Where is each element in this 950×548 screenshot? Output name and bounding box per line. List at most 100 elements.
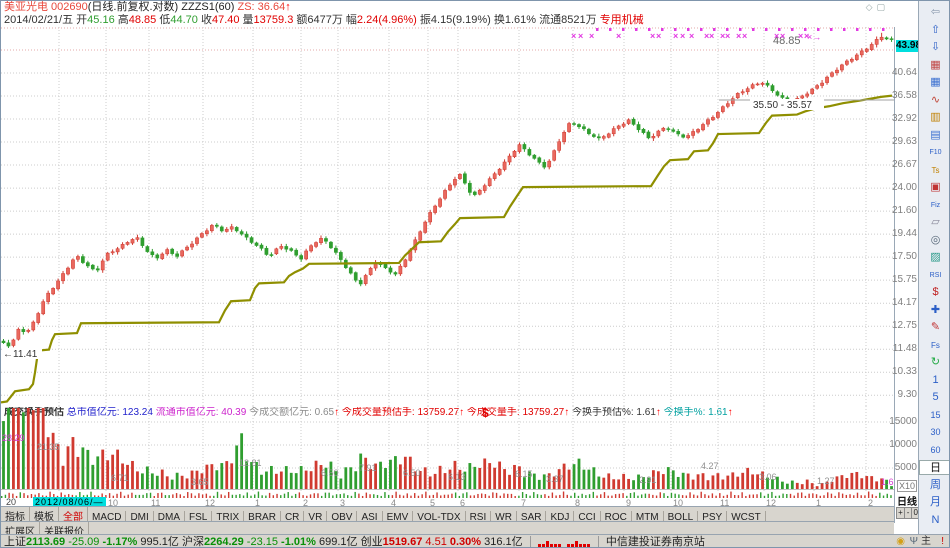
date-axis-prefix: 20 xyxy=(6,497,17,507)
indicator-tab-psy[interactable]: PSY xyxy=(698,511,728,522)
indicator-tab-emv[interactable]: EMV xyxy=(383,511,414,522)
svg-text:6.50: 6.50 xyxy=(403,468,421,478)
up-arrow-icon[interactable]: ⇧ xyxy=(930,23,941,36)
period-1-button[interactable]: 1 xyxy=(932,373,939,386)
red-block-icon[interactable]: ▣ xyxy=(930,181,941,193)
period-15-button[interactable]: 15 xyxy=(930,409,941,420)
month-tick-label: 1 xyxy=(255,498,261,508)
svg-text:×→: ×→ xyxy=(807,32,821,42)
photo-icon[interactable]: ▱ xyxy=(931,216,940,228)
status-bar: 上证2113.69 -25.09 -1.17% 995.1亿 沪深2264.29… xyxy=(1,534,949,547)
svg-text:6.50: 6.50 xyxy=(321,468,339,478)
period-week-button[interactable]: 周 xyxy=(930,478,941,491)
alert-icon: ! xyxy=(941,536,944,547)
volume-axis-label: 15000 xyxy=(889,416,917,427)
indicator-tab-wr[interactable]: WR xyxy=(491,511,517,522)
signal-strength-icon xyxy=(537,536,591,547)
rsi-icon[interactable]: RSI xyxy=(929,271,942,279)
indicator-tab-brar[interactable]: BRAR xyxy=(244,511,281,522)
price-axis-label: 10.33 xyxy=(891,366,917,378)
svg-text:4.27: 4.27 xyxy=(701,461,719,471)
down-arrow-icon[interactable]: ⇩ xyxy=(930,41,941,53)
svg-text:×: × xyxy=(650,31,655,41)
month-tick-label: 6 xyxy=(460,498,466,508)
indicator-tab-roc[interactable]: ROC xyxy=(601,511,632,522)
date-axis: 20 2012/08/06/— 10 11 12 1 2 3 4 5 6 7 8 9 10 11 12 1 2 xyxy=(1,497,894,508)
indicator-tab-cci[interactable]: CCI xyxy=(574,511,601,522)
month-tick-label: 5 xyxy=(430,498,436,508)
line-chart-icon[interactable]: ∿ xyxy=(930,93,941,106)
start-date-highlight: 2012/08/06/— xyxy=(33,497,106,507)
indicator-tab-rsi[interactable]: RSI xyxy=(466,511,492,522)
svg-text:×: × xyxy=(616,31,621,41)
tab-2[interactable]: 全部 xyxy=(59,507,88,522)
indicator-tab-mtm[interactable]: MTM xyxy=(632,511,664,522)
kline-icon[interactable]: ▥ xyxy=(930,111,941,123)
period-30-button[interactable]: 30 xyxy=(930,427,941,437)
svg-text:21.35: 21.35 xyxy=(37,442,60,452)
refresh-icon[interactable]: ↻ xyxy=(930,356,941,368)
indicator-tab-asi[interactable]: ASI xyxy=(357,511,383,522)
draw-icon[interactable]: ✎ xyxy=(930,321,941,333)
svg-text:×: × xyxy=(742,31,747,41)
quote-grid-icon[interactable]: ▦ xyxy=(930,58,941,71)
svg-text:×: × xyxy=(571,31,576,41)
volume-pane[interactable]: 28.29 21.35 6.71 3.65 12.81 6.50 7.91 6.50 6.13 6… xyxy=(1,406,894,491)
svg-text:28.29: 28.29 xyxy=(2,433,25,443)
period-day-button[interactable]: 日 xyxy=(919,460,949,475)
antenna-icon: Ψ xyxy=(909,536,918,547)
current-price-box: 43.98 xyxy=(896,40,922,52)
float-window-icon[interactable]: ◇ xyxy=(865,2,873,12)
ts-icon[interactable]: Ts xyxy=(931,165,940,175)
indicator-tab-cr[interactable]: CR xyxy=(281,511,305,522)
indicator-tab-obv[interactable]: OBV xyxy=(327,511,358,522)
indicator-tab-fsl[interactable]: FSL xyxy=(185,511,213,522)
price-axis-label: 26.67 xyxy=(891,159,917,171)
indicator-tab-trix[interactable]: TRIX xyxy=(212,511,245,522)
indicator-tab-macd[interactable]: MACD xyxy=(88,511,127,522)
month-tick-label: 9 xyxy=(626,498,632,508)
month-tick-label: 10 xyxy=(108,498,119,508)
indicator-tab-dmi[interactable]: DMI xyxy=(126,511,154,522)
svg-text:×: × xyxy=(798,31,803,41)
tab-row2-0[interactable]: 扩展区 xyxy=(1,522,40,535)
list-icon[interactable]: ▤ xyxy=(930,128,941,141)
price-axis-label: 24.00 xyxy=(891,182,917,194)
month-tick-label: 2 xyxy=(868,498,874,508)
indicator-tab-sar[interactable]: SAR xyxy=(517,511,547,522)
indicator-tab-kdj[interactable]: KDJ xyxy=(546,511,575,522)
period-5-button[interactable]: 5 xyxy=(932,391,939,403)
svg-text:12.81: 12.81 xyxy=(239,458,262,468)
indicator-tab-vr[interactable]: VR xyxy=(304,511,328,522)
money-icon[interactable]: $ xyxy=(932,286,939,298)
tab-1[interactable]: 模板 xyxy=(30,507,59,522)
svg-text:7.91: 7.91 xyxy=(359,463,377,473)
indicator-tab-vol-tdx[interactable]: VOL-TDX xyxy=(413,511,466,522)
magnifier-icon[interactable]: ◎ xyxy=(930,233,941,246)
window-controls[interactable]: ◇ ▢ xyxy=(862,2,885,12)
period-month-button[interactable]: 月 xyxy=(930,496,941,508)
fiz-icon[interactable]: Fiz xyxy=(930,201,941,209)
period-n-button[interactable]: N xyxy=(931,513,940,526)
volume-axis-label: 5000 xyxy=(894,462,917,473)
fs-icon[interactable]: Fs xyxy=(931,340,940,350)
tab-0[interactable]: 指标 xyxy=(1,507,30,522)
area-chart-icon[interactable]: ▨ xyxy=(930,251,941,263)
period-60-button[interactable]: 60 xyxy=(930,444,941,455)
table-icon[interactable]: ▦ xyxy=(930,76,941,88)
price-axis-label: 17.50 xyxy=(891,251,917,263)
month-tick-label: 3 xyxy=(340,498,346,508)
tab-row2-1[interactable]: 关联报价 xyxy=(40,522,89,535)
indicator-tab-boll[interactable]: BOLL xyxy=(664,511,699,522)
restore-window-icon[interactable]: ▢ xyxy=(876,2,885,12)
svg-text:6.15: 6.15 xyxy=(515,469,533,479)
indicator-tab-dma[interactable]: DMA xyxy=(154,511,186,522)
move-icon[interactable]: ✚ xyxy=(930,303,941,316)
month-tick-label: 8 xyxy=(575,498,581,508)
indicator-tab-wcst[interactable]: WCST xyxy=(727,511,766,522)
chart-title-line: 美亚光电 002690(日线.前复权.对数) ZZZS1(60) ZS: 36.… xyxy=(4,1,291,13)
f10-icon[interactable]: F10 xyxy=(929,149,942,156)
back-icon[interactable]: ⇦ xyxy=(930,6,941,18)
